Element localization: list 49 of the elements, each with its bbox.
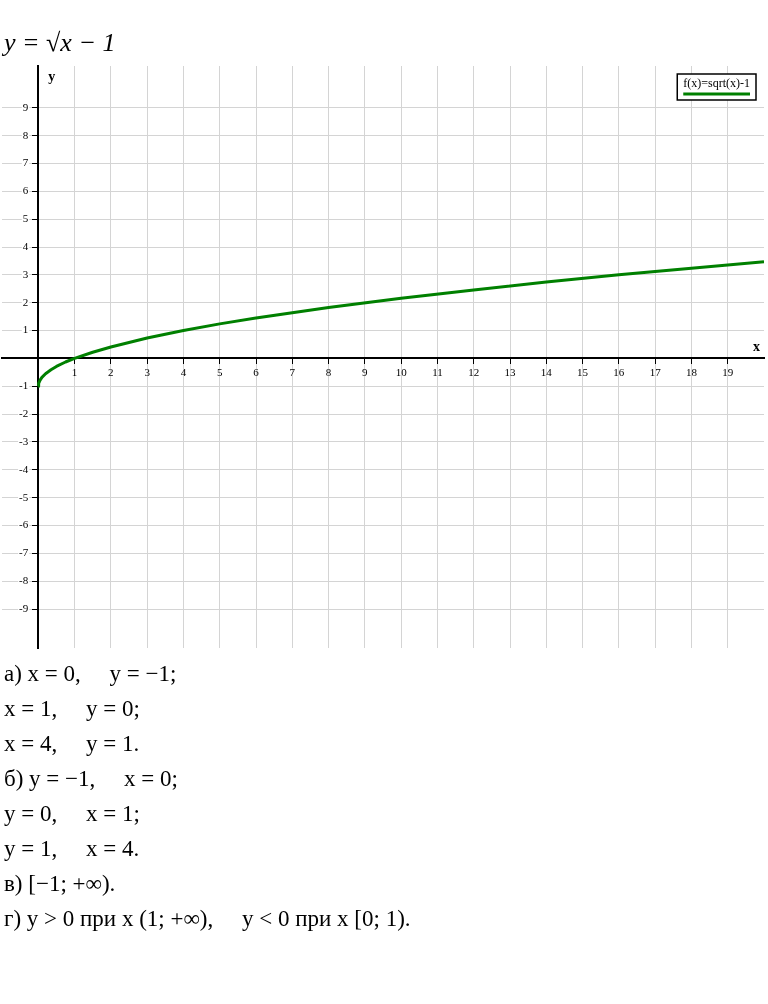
y-tick-label: 4 xyxy=(22,239,29,252)
y-tick-label: -4 xyxy=(19,462,29,475)
y-tick-label: 6 xyxy=(22,184,29,197)
x-tick-label: 14 xyxy=(540,365,553,378)
y-tick-label: 1 xyxy=(22,323,29,336)
text: f(x)=sqrt(x)-1 xyxy=(683,76,751,91)
text: x = 4, y = 1. xyxy=(4,730,141,758)
x-tick-label: 7 xyxy=(289,365,296,378)
x-tick-label: 6 xyxy=(253,365,260,378)
x-tick-label: 13 xyxy=(504,365,516,378)
x-tick-label: 2 xyxy=(108,365,114,378)
x-tick-label: 1 xyxy=(71,365,78,378)
x-axis-title: x xyxy=(753,339,760,354)
y-tick-label: -6 xyxy=(19,518,29,531)
y-tick-label: -5 xyxy=(19,490,29,503)
y-tick-label: -7 xyxy=(19,546,29,559)
y-tick-label: 9 xyxy=(22,100,29,113)
text: y = 0, x = 1; xyxy=(4,800,141,828)
y-axis-title: y xyxy=(48,68,56,84)
y-tick-label: -1 xyxy=(19,379,29,392)
chart-title: y = √x − 1 xyxy=(1,27,117,59)
y-tick-label: 5 xyxy=(22,212,29,225)
x-tick-label: 16 xyxy=(613,365,625,378)
y-tick-label: -3 xyxy=(19,434,29,447)
x-tick-label: 18 xyxy=(685,365,698,378)
x-tick-label: 4 xyxy=(180,365,187,378)
text: г) y > 0 при x (1; +∞), y < 0 при x [0; 1). xyxy=(4,905,412,933)
y-tick-label: 7 xyxy=(22,156,29,169)
y-tick-label: -8 xyxy=(19,574,29,587)
x-tick-label: 9 xyxy=(362,365,369,378)
x-tick-label: 5 xyxy=(216,365,223,378)
y-tick-label: -2 xyxy=(19,406,29,419)
y-tick-label: 3 xyxy=(22,267,29,280)
x-tick-label: 8 xyxy=(325,365,332,378)
y-tick-label: 2 xyxy=(22,295,29,308)
text: в) [−1; +∞). xyxy=(4,870,117,898)
x-tick-label: 15 xyxy=(577,365,589,378)
x-tick-label: 10 xyxy=(395,365,408,378)
y-tick-label: 8 xyxy=(22,128,29,141)
text: б) y = −1, x = 0; xyxy=(4,765,179,793)
text: y = 1, x = 4. xyxy=(4,835,141,863)
x-tick-label: 12 xyxy=(468,365,480,378)
y-tick-label: -9 xyxy=(19,601,29,614)
x-tick-label: 3 xyxy=(144,365,151,378)
text: x = 1, y = 0; xyxy=(4,695,141,723)
x-tick-label: 17 xyxy=(649,365,662,378)
x-tick-label: 19 xyxy=(722,365,734,378)
x-tick-label: 11 xyxy=(432,365,443,378)
text: а) x = 0, y = −1; xyxy=(4,660,178,688)
